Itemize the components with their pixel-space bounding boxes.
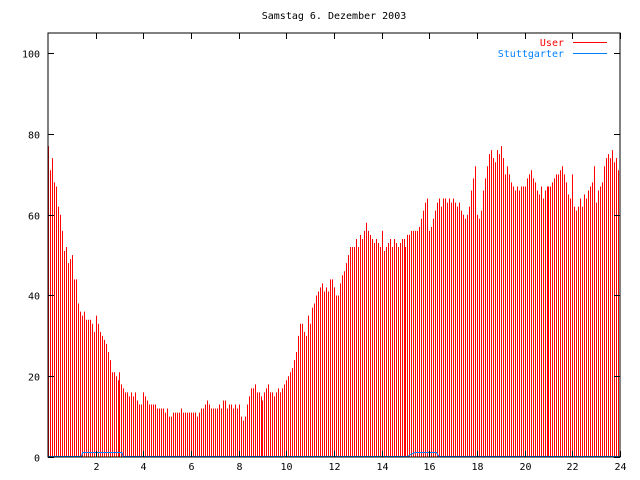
y-tick-label: 60 [28, 212, 40, 223]
chart-title: Samstag 6. Dezember 2003 [262, 11, 407, 22]
x-tick-label: 14 [376, 462, 388, 473]
y-tick-label: 40 [28, 292, 40, 303]
x-tick-label: 10 [280, 462, 292, 473]
x-tick-label: 22 [566, 462, 578, 473]
y-tick-label: 80 [28, 131, 40, 142]
x-tick-label: 4 [140, 462, 146, 473]
x-tick-label: 24 [614, 462, 626, 473]
legend: User Stuttgarter [498, 38, 607, 60]
y-tick-label: 100 [22, 50, 40, 61]
x-tick-label: 16 [423, 462, 435, 473]
x-tick-label: 6 [188, 462, 194, 473]
x-tick-label: 18 [471, 462, 483, 473]
x-tick-label: 2 [93, 462, 99, 473]
y-tick-label: 0 [34, 454, 40, 465]
user-bars [48, 146, 619, 457]
x-axis: 2 4 6 8 10 12 14 16 18 20 22 24 [93, 33, 627, 473]
x-tick-label: 12 [328, 462, 340, 473]
legend-label-user: User [540, 38, 564, 49]
y-tick-label: 20 [28, 373, 40, 384]
x-tick-label: 8 [236, 462, 242, 473]
x-tick-label: 20 [519, 462, 531, 473]
y-axis: 0 20 40 60 80 100 [22, 50, 620, 465]
legend-label-stuttgarter: Stuttgarter [498, 49, 564, 60]
